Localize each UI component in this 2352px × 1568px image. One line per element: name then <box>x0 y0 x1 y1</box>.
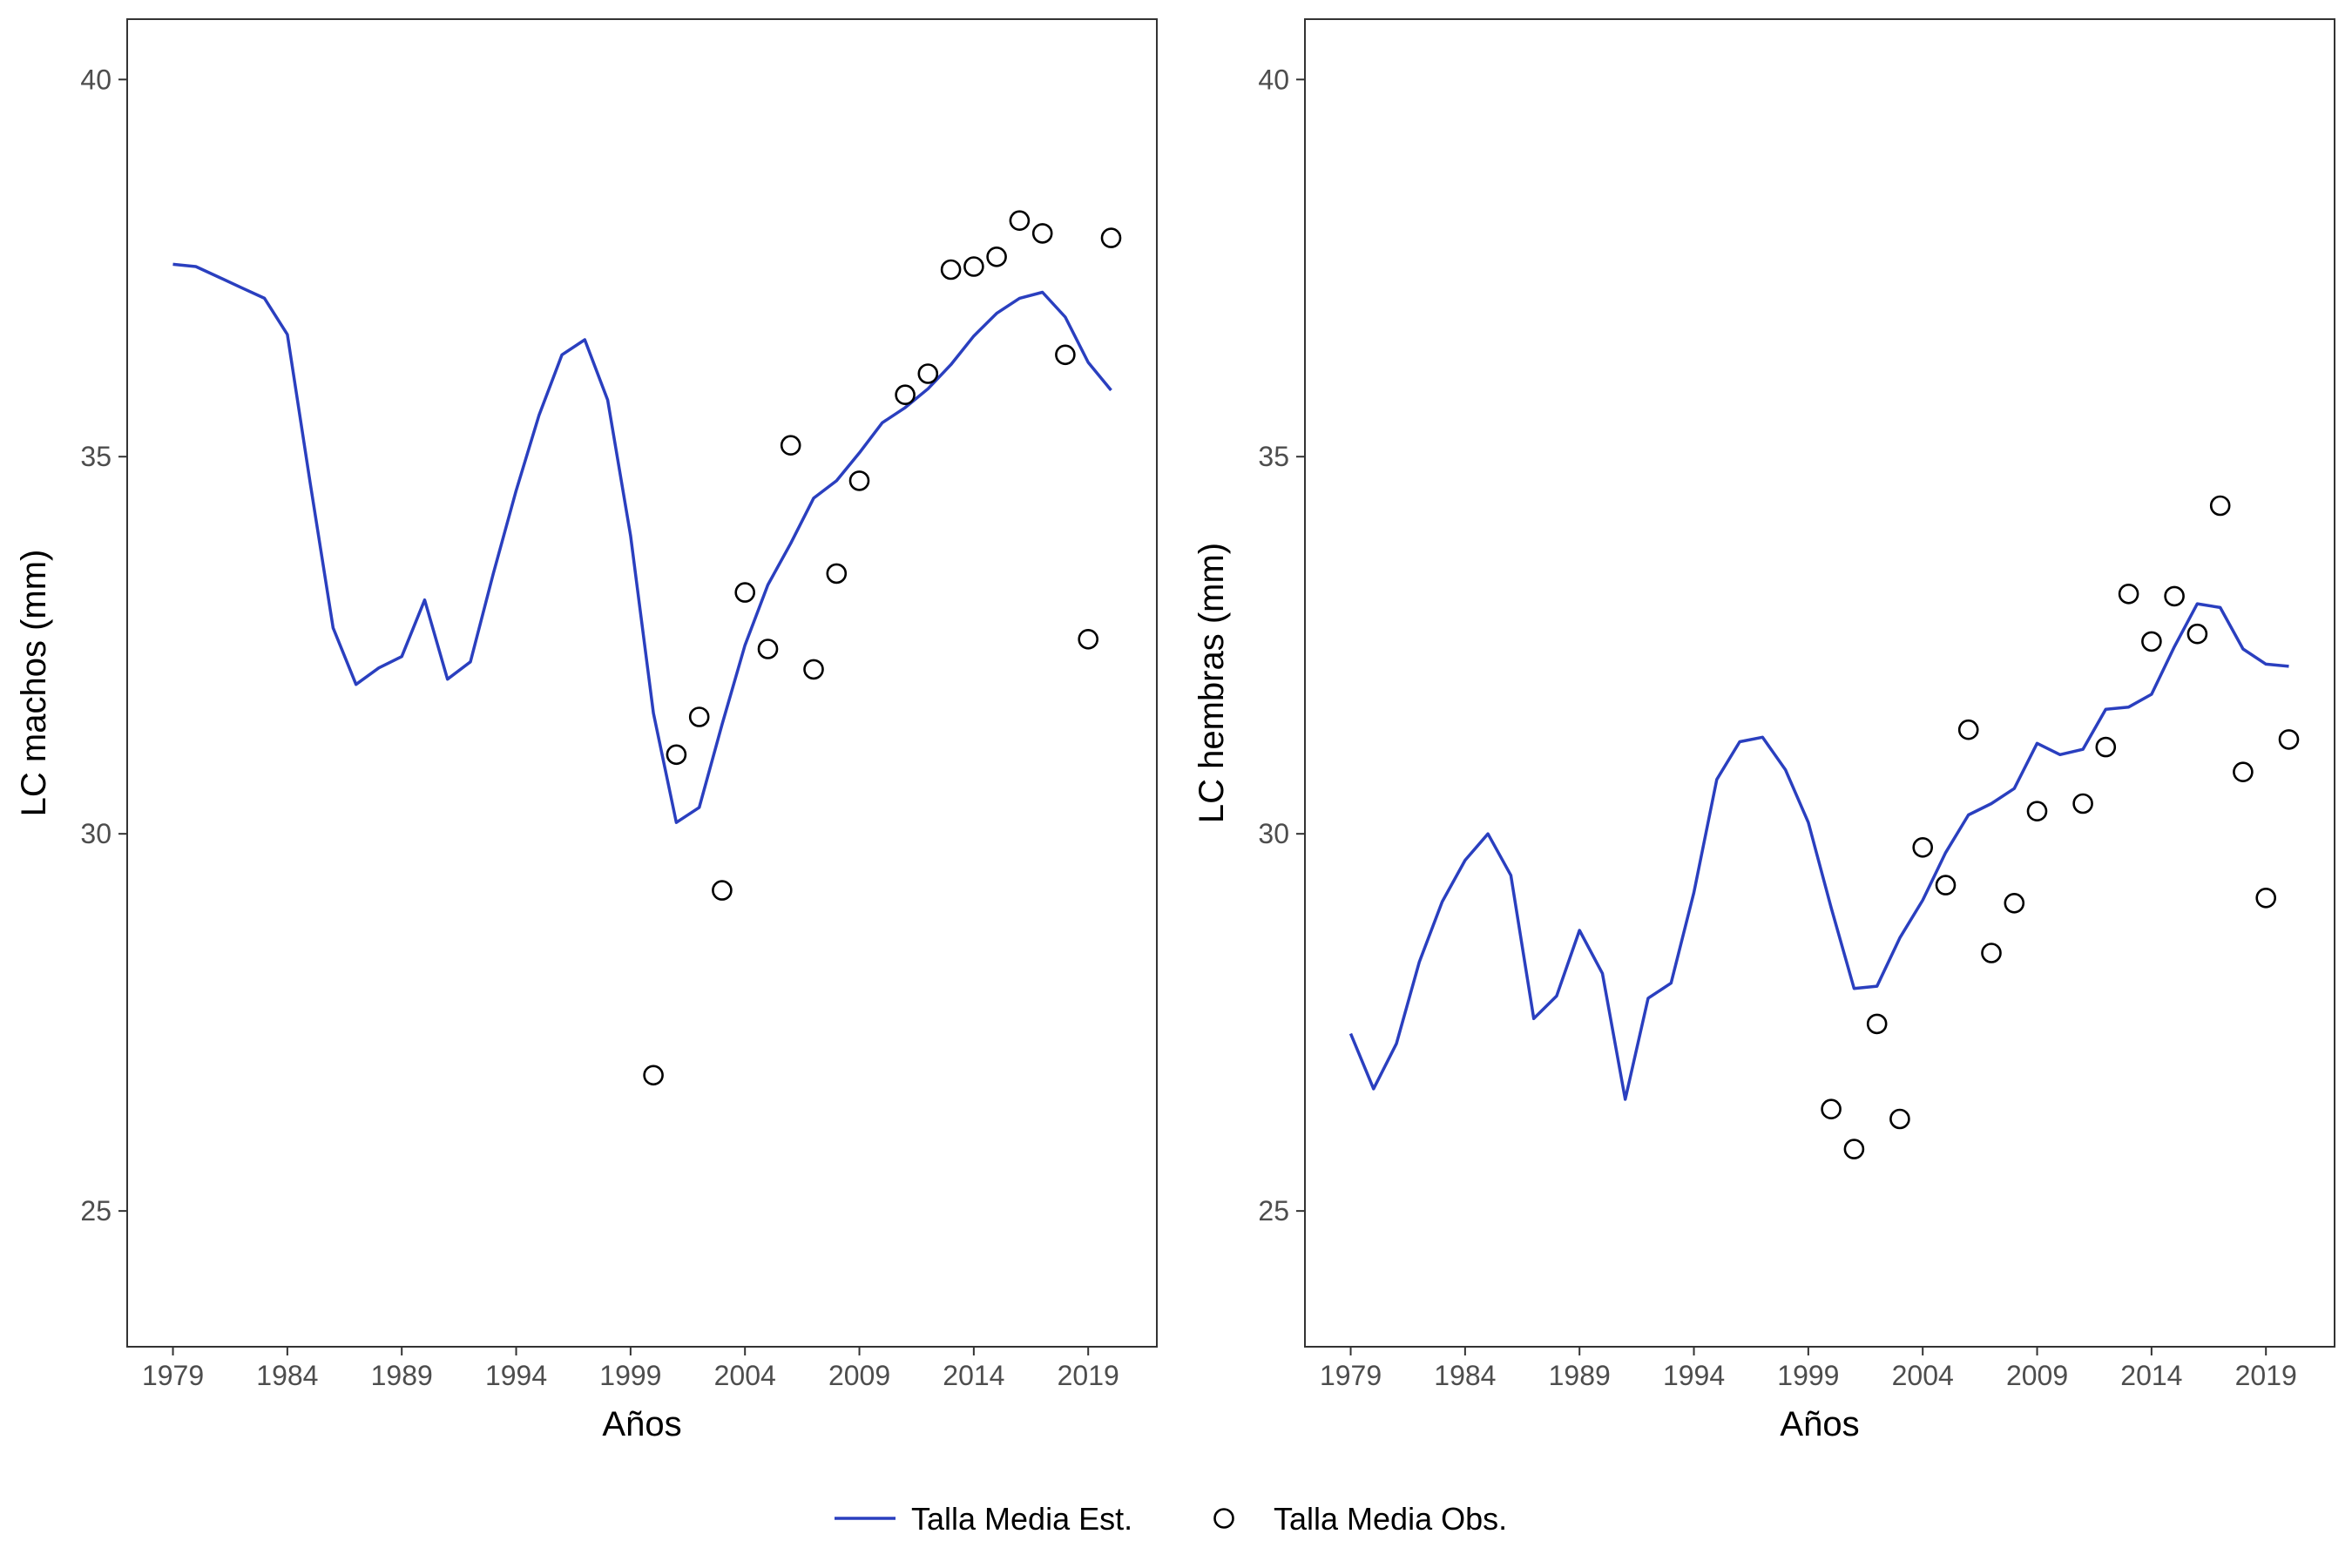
left-observed-point <box>734 582 756 603</box>
right-y-tick-label: 35 <box>1258 441 1289 472</box>
left-observed-point <box>780 435 801 456</box>
left-plot-frame <box>126 18 1158 1348</box>
left-observed-point <box>757 639 779 659</box>
right-observed-point <box>1889 1108 1910 1130</box>
right-estimated-series-line <box>1348 602 2289 1101</box>
left-x-axis-title: Años <box>602 1405 681 1443</box>
left-observed-point <box>848 470 870 491</box>
legend-label-observed: Talla Media Obs. <box>1274 1501 1507 1537</box>
left-x-tick-label: 1984 <box>256 1360 318 1391</box>
left-y-tick-label: 30 <box>80 818 112 849</box>
right-observed-point <box>1843 1139 1865 1159</box>
right-x-tick-label: 1989 <box>1549 1360 1611 1391</box>
right-observed-point <box>2004 893 2025 914</box>
left-observed-point <box>1009 210 1031 231</box>
left-observed-point <box>917 363 939 384</box>
right-y-tick-label: 25 <box>1258 1195 1289 1227</box>
left-observed-point <box>1031 223 1053 244</box>
left-observed-point <box>940 259 962 280</box>
right-x-tick-label: 2004 <box>1892 1360 1954 1391</box>
right-observed-point <box>1981 943 2002 963</box>
left-y-tick-label: 35 <box>80 441 112 472</box>
left-y-axis-title: LC machos (mm) <box>15 550 53 817</box>
right-x-tick-label: 1984 <box>1434 1360 1496 1391</box>
right-observed-point <box>1912 836 1933 858</box>
left-x-tick-label: 2014 <box>943 1360 1004 1391</box>
right-x-tick-label: 1999 <box>1777 1360 1839 1391</box>
right-observed-point <box>1935 875 1957 896</box>
left-observed-point <box>688 706 710 727</box>
right-x-tick-label: 1994 <box>1663 1360 1725 1391</box>
left-panel: 1979 1984 1989 1994 1999 2004 2009 2014 2019 25 30… <box>15 18 1158 1443</box>
left-x-tick-label: 1999 <box>599 1360 661 1391</box>
left-observed-point <box>643 1064 664 1086</box>
left-y-tick-label: 40 <box>80 64 112 95</box>
right-x-tick-label: 2014 <box>2120 1360 2182 1391</box>
right-observed-point <box>2095 736 2117 758</box>
left-x-tick-label: 2009 <box>828 1360 890 1391</box>
right-plot-frame <box>1304 18 2335 1348</box>
right-observed-point <box>2278 729 2300 750</box>
right-y-tick-label: 30 <box>1258 818 1289 849</box>
right-plot-data <box>1348 495 2300 1159</box>
left-x-tick-label: 1979 <box>142 1360 204 1391</box>
left-axis-ticks: 1979 1984 1989 1994 1999 2004 2009 2014 2019 25 30… <box>80 64 1119 1391</box>
right-y-axis-title: LC hembras (mm) <box>1193 543 1231 823</box>
right-y-tick-label: 40 <box>1258 64 1289 95</box>
right-x-tick-label: 1979 <box>1320 1360 1382 1391</box>
left-observed-point <box>1055 344 1076 366</box>
legend: Talla Media Est. Talla Media Obs. <box>835 1501 1507 1537</box>
right-axis-ticks: 1979 1984 1989 1994 1999 2004 2009 2014 2019 25 30… <box>1258 64 2296 1391</box>
right-x-tick-label: 2009 <box>2006 1360 2068 1391</box>
right-observed-point <box>1821 1098 1842 1119</box>
left-observed-point <box>895 384 916 406</box>
right-observed-point <box>2026 801 2048 822</box>
right-x-axis-title: Años <box>1780 1405 1859 1443</box>
left-plot-data <box>172 210 1122 1086</box>
left-observed-point <box>963 256 984 277</box>
legend-label-estimated: Talla Media Est. <box>911 1501 1132 1537</box>
right-observed-point <box>2209 495 2231 517</box>
left-observed-point <box>826 563 848 585</box>
left-y-tick-label: 25 <box>80 1195 112 1227</box>
right-observed-point <box>1866 1013 1888 1035</box>
left-x-tick-label: 1994 <box>485 1360 547 1391</box>
left-observed-point <box>986 246 1007 267</box>
left-x-tick-label: 2004 <box>714 1360 776 1391</box>
right-x-tick-label: 2019 <box>2235 1360 2297 1391</box>
right-observed-point <box>2186 623 2208 645</box>
right-observed-point <box>2233 761 2254 783</box>
left-observed-point <box>1100 227 1122 248</box>
left-observed-point <box>1078 628 1098 650</box>
left-x-tick-label: 1989 <box>371 1360 433 1391</box>
left-observed-point <box>712 880 733 901</box>
left-observed-point <box>666 744 687 766</box>
right-observed-point <box>2255 888 2276 909</box>
right-observed-point <box>2164 585 2185 607</box>
right-observed-point <box>2072 793 2093 814</box>
right-observed-point <box>2141 631 2162 652</box>
legend-circle-swatch <box>1213 1508 1234 1529</box>
right-observed-point <box>1957 719 1979 740</box>
left-x-tick-label: 2019 <box>1058 1360 1119 1391</box>
left-observed-point <box>803 659 824 680</box>
left-estimated-series-line <box>172 262 1112 824</box>
right-panel: 1979 1984 1989 1994 1999 2004 2009 2014 2019 25 30… <box>1193 18 2335 1443</box>
right-observed-point <box>2118 583 2139 605</box>
